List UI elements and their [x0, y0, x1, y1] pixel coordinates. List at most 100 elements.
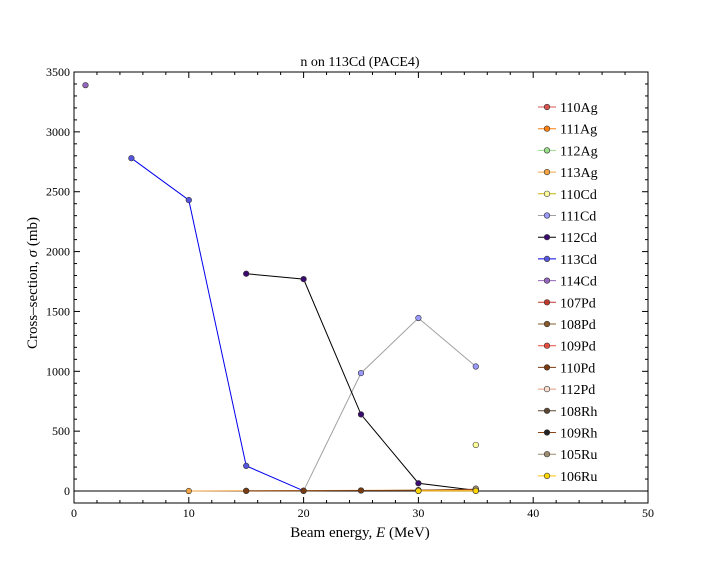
legend-label: 113Cd — [560, 253, 597, 268]
legend-item-112Cd: 112Cd — [538, 231, 597, 246]
legend-swatch-marker — [543, 125, 551, 132]
legend-item-108Pd: 108Pd — [538, 318, 596, 333]
data-point-112Cd — [357, 411, 365, 418]
data-point-112Cd — [300, 276, 307, 283]
y-tick-label: 2500 — [46, 185, 70, 199]
legend-label: 105Ru — [560, 448, 597, 463]
data-point-111Cd — [472, 363, 479, 370]
legend-item-106Ru: 106Ru — [538, 470, 597, 485]
legend-item-113Cd: 113Cd — [538, 253, 597, 268]
legend-swatch-marker — [543, 169, 551, 176]
x-tick-label: 10 — [183, 506, 195, 520]
data-point-110Pd — [357, 487, 365, 494]
legend-label: 110Ag — [560, 101, 598, 116]
legend-label: 111Cd — [560, 210, 596, 225]
data-point-113Cd — [185, 197, 192, 204]
legend-item-112Pd: 112Pd — [538, 383, 595, 398]
legend-swatch-marker — [543, 234, 551, 241]
x-tick-label: 50 — [642, 506, 654, 520]
legend-swatch-marker — [543, 147, 551, 154]
data-point-106Ru — [472, 487, 479, 495]
legend-swatch-marker — [543, 103, 551, 111]
legend-swatch-marker — [543, 212, 551, 219]
y-tick-label: 3000 — [46, 125, 70, 139]
data-point-113Ag — [185, 487, 192, 495]
series-layer — [82, 82, 479, 495]
data-point-112Cd — [415, 480, 422, 487]
y-tick-label: 3500 — [46, 65, 70, 79]
legend-swatch-marker — [543, 320, 551, 328]
legend-label: 114Cd — [560, 275, 597, 290]
legend-label: 112Cd — [560, 231, 597, 246]
series-114Cd — [82, 82, 89, 89]
data-point-106Ru — [415, 487, 422, 495]
legend-item-109Rh: 109Rh — [538, 427, 597, 442]
legend-swatch-marker — [543, 255, 551, 263]
legend-label: 112Ag — [560, 144, 598, 159]
legend-item-110Ag: 110Ag — [538, 101, 598, 116]
legend-item-114Cd: 114Cd — [538, 275, 597, 290]
legend-label: 106Ru — [560, 470, 597, 485]
y-tick-label: 0 — [64, 484, 70, 498]
data-point-112Cd — [243, 270, 250, 277]
legend-item-113Ag: 113Ag — [538, 166, 598, 181]
legend-item-110Cd: 110Cd — [538, 188, 597, 203]
x-axis-label: Beam energy, E (MeV) — [290, 525, 430, 541]
data-point-114Cd — [82, 82, 89, 89]
series-line-113Cd — [131, 157, 304, 492]
data-point-111Cd — [357, 370, 365, 377]
x-tick-label: 40 — [527, 506, 539, 520]
series-line-111Cd — [303, 317, 477, 492]
legend-swatch-marker — [543, 190, 551, 197]
data-point-110Pd — [243, 487, 250, 495]
legend-swatch-marker — [543, 364, 551, 371]
y-tick-label: 1500 — [46, 304, 70, 318]
legend-item-107Pd: 107Pd — [538, 296, 596, 311]
legend-label: 108Pd — [560, 318, 596, 333]
x-tick-label: 0 — [71, 506, 77, 520]
legend-item-108Rh: 108Rh — [538, 405, 597, 420]
legend-item-111Ag: 111Ag — [538, 123, 597, 138]
series-111Cd — [300, 314, 479, 494]
legend-item-109Pd: 109Pd — [538, 340, 596, 355]
legend-label: 110Cd — [560, 188, 597, 203]
legend-swatch-marker — [543, 407, 551, 414]
legend-item-105Ru: 105Ru — [538, 448, 597, 463]
legend-swatch-marker — [543, 451, 551, 458]
legend-label: 112Pd — [560, 383, 595, 398]
series-113Cd — [128, 155, 307, 494]
legend-label: 113Ag — [560, 166, 598, 181]
legend-item-111Cd: 111Cd — [538, 210, 596, 225]
y-tick-label: 1000 — [46, 364, 70, 378]
legend-label: 109Pd — [560, 340, 596, 355]
y-tick-label: 2000 — [46, 245, 70, 259]
legend-swatch-marker — [543, 299, 551, 306]
legend-swatch-marker — [543, 472, 551, 480]
data-point-111Cd — [415, 314, 422, 322]
x-tick-label: 30 — [412, 506, 424, 520]
legend-swatch-marker — [543, 277, 551, 284]
legend-label: 108Rh — [560, 405, 597, 420]
y-axis-label: Cross–section, σ (mb) — [25, 217, 41, 349]
legend-label: 111Ag — [560, 123, 597, 138]
data-point-110Pd — [300, 487, 307, 494]
data-point-110Cd — [472, 441, 479, 449]
y-tick-label: 500 — [52, 424, 70, 438]
series-110Cd — [472, 441, 479, 449]
data-point-113Cd — [128, 155, 135, 162]
legend-swatch-marker — [543, 429, 551, 436]
chart-title: n on 113Cd (PACE4) — [300, 55, 419, 70]
legend-label: 107Pd — [560, 296, 596, 311]
legend: 110Ag 111Ag 112Ag 113Ag 110Cd 111Cd 112Cd 113Cd… — [538, 101, 598, 485]
legend-item-110Pd: 110Pd — [538, 361, 595, 376]
legend-swatch-marker — [543, 386, 551, 393]
series-106Ru — [415, 487, 479, 495]
legend-label: 109Rh — [560, 427, 597, 442]
legend-item-112Ag: 112Ag — [538, 144, 598, 159]
x-tick-label: 20 — [298, 506, 310, 520]
legend-swatch-marker — [543, 342, 551, 349]
legend-label: 110Pd — [560, 361, 595, 376]
